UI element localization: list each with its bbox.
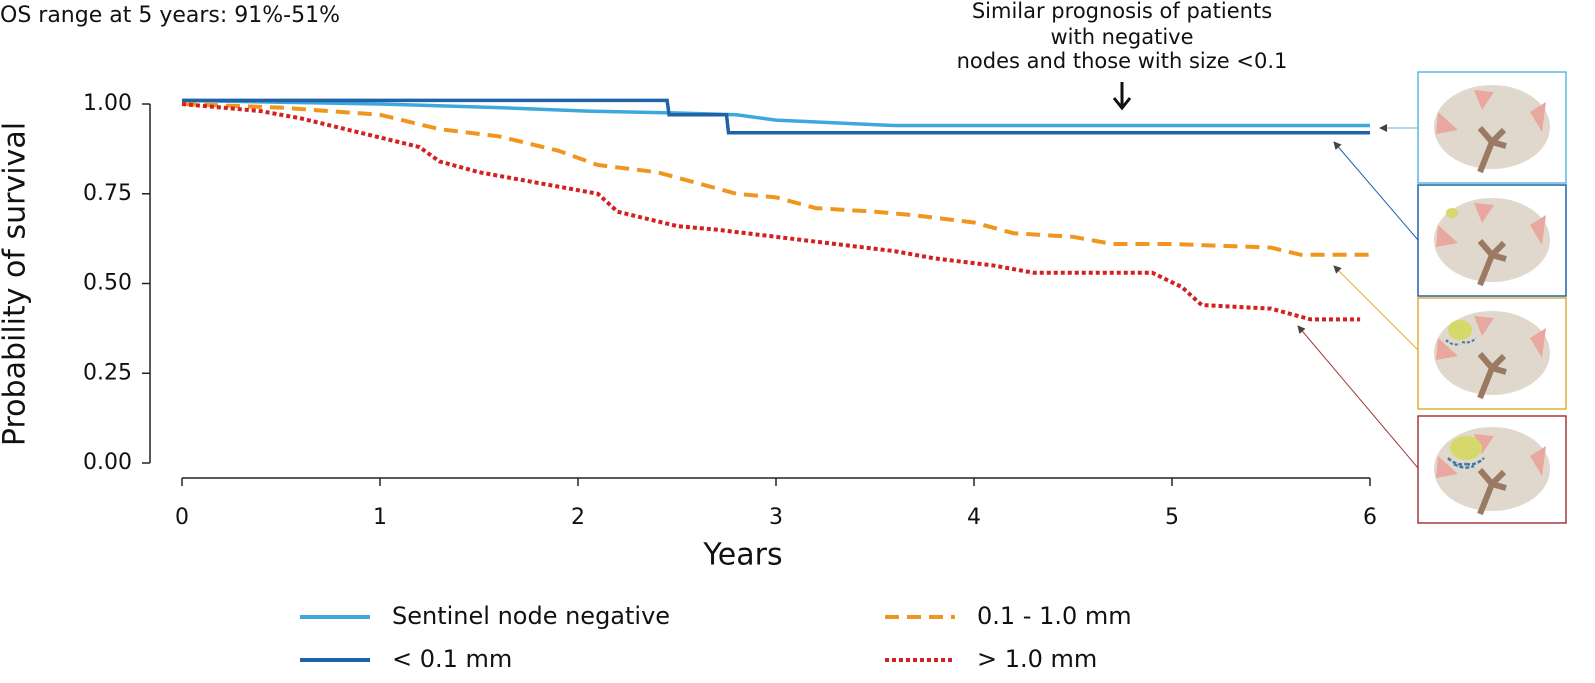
legend-label: Sentinel node negative [392, 602, 670, 630]
y-tick-label: 1.00 [83, 91, 132, 116]
legend-label: 0.1 - 1.0 mm [977, 602, 1132, 630]
x-tick-label: 3 [769, 505, 783, 530]
chart-title: OS range at 5 years: 91%-51% [0, 3, 340, 28]
y-tick-label: 0.25 [83, 360, 132, 385]
annotation: nodes and those with size <0.1 [957, 49, 1288, 73]
survival-line [182, 98, 1370, 135]
annotation: with negative [1050, 25, 1193, 49]
x-tick-label: 0 [175, 505, 189, 530]
y-axis-label: Probability of survival [0, 122, 33, 446]
y-tick-label: 0.75 [83, 181, 132, 206]
survival-line [181, 102, 1361, 322]
x-tick-label: 1 [373, 505, 387, 530]
x-tick-label: 6 [1363, 505, 1377, 530]
y-tick-label: 0.00 [83, 450, 132, 475]
y-tick-label: 0.50 [83, 271, 132, 296]
legend-label: > 1.0 mm [977, 645, 1097, 673]
survival-line [181, 98, 1370, 128]
icons [1417, 71, 1567, 524]
x-axis-label: Years [702, 538, 782, 573]
x-tick-label: 5 [1165, 505, 1179, 530]
x-tick-label: 2 [571, 505, 585, 530]
annotation: Similar prognosis of patients [972, 0, 1272, 23]
x-tick-label: 4 [967, 505, 981, 530]
annotation-arrow [1112, 82, 1132, 111]
legend-label: < 0.1 mm [392, 645, 512, 673]
survival-line [181, 102, 1370, 257]
connectors [1297, 124, 1419, 469]
